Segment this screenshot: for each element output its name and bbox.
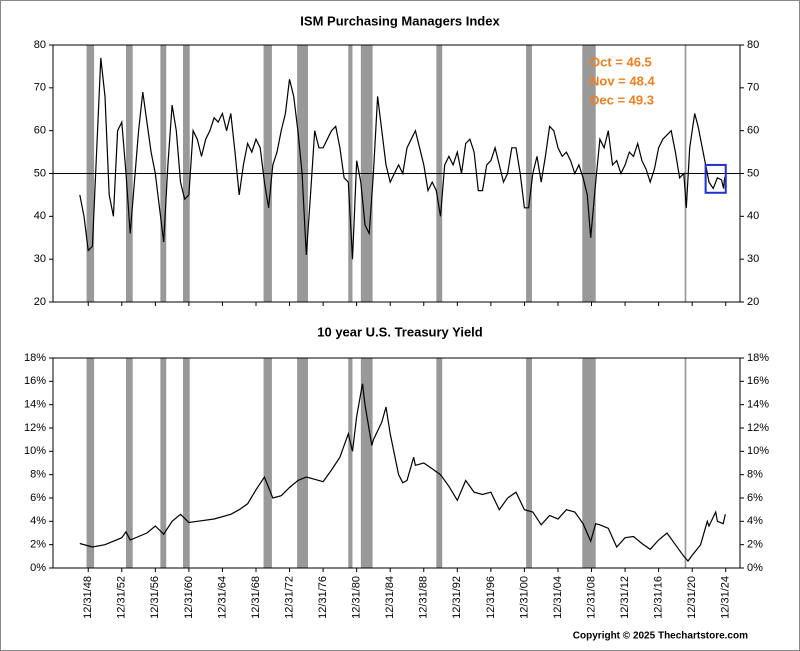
x-tick-label: 12/31/60 — [183, 576, 195, 619]
x-tick-label: 12/31/20 — [686, 576, 698, 619]
line — [79, 57, 726, 260]
y-tick-label: 4% — [30, 515, 46, 527]
x-tick-label: 12/31/84 — [384, 576, 396, 619]
y-tick-label: 18% — [24, 352, 46, 364]
y-tick-label: 2% — [747, 539, 763, 551]
recession-band — [526, 358, 532, 568]
x-tick-label: 12/31/88 — [418, 576, 430, 619]
x-tick-label: 12/31/24 — [720, 576, 732, 619]
x-tick-label: 12/31/08 — [585, 576, 597, 619]
x-tick-label: 12/31/96 — [485, 576, 497, 619]
x-tick-label: 12/31/76 — [317, 576, 329, 619]
recession-band — [263, 358, 272, 568]
chart-title: 10 year U.S. Treasury Yield — [317, 324, 483, 339]
highlight-box — [704, 163, 727, 194]
plot-border — [52, 44, 741, 303]
recession-band — [125, 358, 133, 568]
recession-band — [183, 358, 190, 568]
x-tick-label: 12/31/68 — [250, 576, 262, 619]
y-tick-label: 30 — [747, 253, 759, 265]
y-tick-label: 40 — [34, 210, 46, 222]
y-tick-label: 20 — [747, 296, 759, 308]
x-tick-label: 12/31/00 — [518, 576, 530, 619]
y-tick-label: 12% — [747, 422, 769, 434]
x-tick-label: 12/31/56 — [149, 576, 161, 619]
y-tick-label: 14% — [24, 399, 46, 411]
y-tick-label: 6% — [30, 492, 46, 504]
y-tick-label: 10% — [24, 445, 46, 457]
x-tick-label: 12/31/92 — [451, 576, 463, 619]
annotation: Oct = 46.5 — [590, 54, 652, 69]
x-tick-label: 12/31/80 — [351, 576, 363, 619]
y-tick-label: 2% — [30, 539, 46, 551]
x-tick-label: 12/31/64 — [216, 576, 228, 619]
recession-band — [684, 358, 687, 568]
x-tick-label: 12/31/12 — [619, 576, 631, 619]
y-tick-label: 8% — [30, 469, 46, 481]
annotation: Nov = 48.4 — [590, 73, 655, 88]
y-tick-label: 40 — [747, 210, 759, 222]
y-tick-label: 18% — [747, 352, 769, 364]
y-tick-label: 10% — [747, 445, 769, 457]
recession-band — [160, 358, 167, 568]
y-tick-label: 70 — [34, 82, 46, 94]
y-tick-label: 14% — [747, 399, 769, 411]
y-tick-label: 60 — [747, 125, 759, 137]
y-tick-label: 12% — [24, 422, 46, 434]
y-tick-label: 16% — [747, 375, 769, 387]
chart-title: ISM Purchasing Managers Index — [300, 13, 500, 28]
y-tick-label: 50 — [34, 167, 46, 179]
copyright: Copyright © 2025 Thechartstore.com — [573, 631, 748, 642]
y-tick-label: 6% — [747, 492, 763, 504]
x-tick-label: 12/31/52 — [116, 576, 128, 619]
recession-band — [582, 358, 596, 568]
y-tick-label: 70 — [747, 82, 759, 94]
annotation: Dec = 49.3 — [590, 92, 654, 107]
y-tick-label: 60 — [34, 125, 46, 137]
y-tick-label: 30 — [34, 253, 46, 265]
y-tick-label: 80 — [747, 39, 759, 51]
recession-band — [297, 358, 309, 568]
plot-border — [52, 357, 741, 569]
y-tick-label: 0% — [30, 562, 46, 574]
x-tick-label: 12/31/04 — [552, 576, 564, 619]
x-tick-label: 12/31/48 — [82, 576, 94, 619]
recession-band — [436, 358, 443, 568]
y-tick-label: 4% — [747, 515, 763, 527]
y-tick-label: 20 — [34, 296, 46, 308]
line — [79, 383, 726, 562]
recession-band — [86, 358, 95, 568]
recession-band — [348, 358, 353, 568]
y-tick-label: 0% — [747, 562, 763, 574]
y-tick-label: 8% — [747, 469, 763, 481]
y-tick-label: 16% — [24, 375, 46, 387]
y-tick-label: 80 — [34, 39, 46, 51]
x-tick-label: 12/31/16 — [653, 576, 665, 619]
recession-band — [360, 358, 373, 568]
y-tick-label: 50 — [747, 167, 759, 179]
x-tick-label: 12/31/72 — [283, 576, 295, 619]
